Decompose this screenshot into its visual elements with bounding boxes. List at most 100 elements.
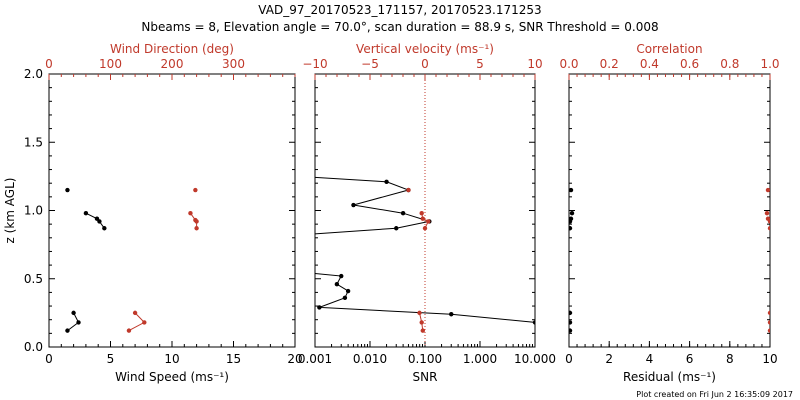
data-point [569,211,575,216]
x-axis-label-top: Vertical velocity (ms⁻¹) [356,42,494,56]
y-tick-label: 2.0 [24,67,43,81]
data-point [142,320,147,325]
series-vertical-velocity [406,187,431,333]
data-point [426,219,431,224]
plot-frame [568,73,771,348]
data-point [334,282,340,287]
data-point [765,187,770,193]
data-point [342,295,348,301]
data-point [351,202,356,208]
x-axis-label-top: Correlation [636,42,702,56]
series-snr [296,176,535,325]
series-line [315,176,430,235]
data-point [194,226,199,231]
series-wind-direction [126,187,199,333]
x-tick-label: 0.010 [353,352,387,366]
top-tick-label: −5 [361,57,379,71]
series-line [315,272,535,323]
panel-snr: 0.001 0.010 0.100 1.000 10.000 SNR −10 −5 0 5 10 Ve… [296,42,556,384]
x-axis-label-bottom: Wind Speed (ms⁻¹) [115,370,229,384]
data-point [400,211,406,216]
data-point [569,187,574,193]
data-point [65,328,70,333]
data-point [317,305,322,310]
data-point [296,270,300,274]
x-tick-label: 8 [726,352,734,366]
top-tick-label: 0.8 [720,57,739,71]
data-point [97,219,102,224]
top-tick-label: 0 [421,57,429,71]
x-axis-label-bottom: SNR [413,370,438,384]
data-point [532,320,535,325]
top-tick-label: 0.2 [600,57,619,71]
x-tick-label: 4 [646,352,654,366]
data-point [394,226,399,231]
data-point [83,211,89,216]
series-residual [569,187,575,333]
data-point [126,328,132,333]
x-tick-label: 20 [287,352,302,366]
top-tick-label: 0.4 [640,57,659,71]
y-tick-label: 0.5 [24,272,43,286]
x-tick-label: 6 [686,352,694,366]
data-point [420,216,425,221]
data-point [296,233,300,237]
panel-residual: 0 2 4 6 8 10 Residual (ms⁻¹) 0.0 0.2 0.4 0.6 0.8 1.0… [559,42,779,384]
data-point [194,219,199,224]
data-point [345,288,351,294]
x-tick-label: 10.000 [514,352,556,366]
chart-title-line-1: VAD_97_20170523_171157, 20170523.171253 [258,3,541,17]
data-point [569,320,573,325]
data-point [767,328,770,333]
top-tick-label: −10 [302,57,327,71]
x-tick-label: 10 [164,352,179,366]
y-axis-label: z (km AGL) [3,178,17,244]
panel-wind: 0.0 0.5 1.0 1.5 2.0 z (km AGL) 0 5 10 15 20 Wind Sp… [3,42,303,384]
x-tick-label: 0.001 [298,352,332,366]
y-tick-label: 0.0 [24,340,43,354]
data-point [76,320,81,325]
data-point [764,211,770,216]
x-tick-label: 0 [45,352,53,366]
data-point [384,179,389,185]
data-point [422,226,428,231]
data-point [339,273,344,279]
plot-created-footer: Plot created on Fri Jun 2 16:35:09 2017 [636,390,793,399]
x-tick-label: 0 [565,352,573,366]
top-tick-label: 100 [99,57,122,71]
x-tick-label: 15 [226,352,241,366]
data-point [417,310,422,316]
x-axis-label-top: Wind Direction (deg) [110,42,234,56]
data-point [767,226,770,231]
data-point [569,310,573,316]
top-tick-label: 0.6 [680,57,699,71]
top-tick-label: 10 [527,57,542,71]
data-point [188,211,193,216]
data-point [569,226,573,231]
y-tick-label: 1.5 [24,135,43,149]
top-tick-label: 5 [476,57,484,71]
data-point [406,187,411,193]
data-point [420,328,425,333]
x-tick-label: 0.100 [408,352,442,366]
x-tick-label: 1.000 [463,352,497,366]
series-line [85,212,105,229]
series-line [128,312,146,332]
top-tick-label: 200 [161,57,184,71]
x-tick-label: 10 [762,352,777,366]
x-tick-label: 2 [605,352,613,366]
plot-frame [48,73,296,348]
data-point [132,310,138,316]
data-point [102,226,107,231]
x-axis-label-bottom: Residual (ms⁻¹) [623,370,716,384]
x-tick-label: 5 [107,352,115,366]
data-point [449,312,454,317]
series-line [421,213,429,229]
data-point [767,219,770,224]
chart-title-line-2: Nbeams = 8, Elevation angle = 70.0°, sca… [141,20,658,34]
top-tick-label: 1.0 [760,57,779,71]
data-point [767,320,770,325]
data-point [569,219,573,224]
data-point [419,320,424,325]
